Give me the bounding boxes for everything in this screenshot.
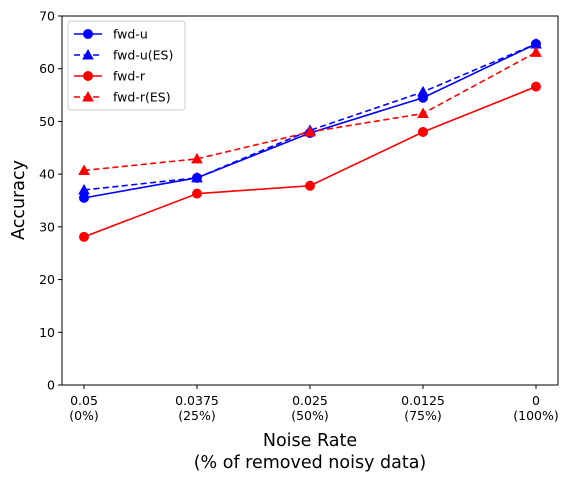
x-tick-label: (0%) xyxy=(69,408,99,423)
data-point xyxy=(418,126,428,137)
x-tick-label: 0.0125 xyxy=(401,393,445,408)
y-tick-label: 20 xyxy=(39,272,55,287)
legend-item: fwd-r(ES) xyxy=(74,90,171,105)
legend-label: fwd-u xyxy=(113,27,148,42)
series-layer xyxy=(78,37,542,242)
legend-item: fwd-r xyxy=(74,69,146,84)
legend-item: fwd-u(ES) xyxy=(74,48,173,63)
series-fwd-r(ES) xyxy=(78,46,542,175)
y-tick-label: 40 xyxy=(39,167,55,182)
x-axis-ticks: 0.05(0%) 0.0375(25%) 0.025(50%) 0.0125(75%)… xyxy=(69,385,559,423)
x-tick-label: (25%) xyxy=(178,408,216,423)
data-point xyxy=(530,46,542,57)
x-tick-label: 0 xyxy=(532,393,540,408)
y-tick-label: 70 xyxy=(39,9,55,24)
y-tick-label: 10 xyxy=(39,325,55,340)
legend: fwd-u fwd-u(ES) fwd-r fwd-r(ES) xyxy=(67,20,186,111)
x-tick-label: (75%) xyxy=(404,408,442,423)
legend-box xyxy=(67,20,186,111)
legend-marker xyxy=(83,71,93,81)
series-fwd-r xyxy=(79,81,541,242)
data-point xyxy=(79,231,89,242)
y-tick-label: 0 xyxy=(47,378,55,393)
x-axis-label-line2: (% of removed noisy data) xyxy=(194,453,427,473)
y-tick-label: 60 xyxy=(39,61,55,76)
data-point xyxy=(191,152,203,164)
x-tick-label: (50%) xyxy=(291,408,329,423)
legend-label: fwd-r(ES) xyxy=(113,90,171,105)
x-axis-label-line1: Noise Rate xyxy=(263,431,357,451)
data-point xyxy=(78,183,90,195)
data-point xyxy=(531,81,541,92)
legend-item: fwd-u xyxy=(74,27,148,42)
data-point xyxy=(78,164,90,175)
y-axis-label: Accuracy xyxy=(9,160,29,240)
x-tick-label: (100%) xyxy=(513,408,559,423)
x-tick-label: 0.0375 xyxy=(175,393,219,408)
y-axis-ticks: 0 10 20 30 40 50 60 70 xyxy=(39,9,62,393)
x-tick-label: 0.025 xyxy=(292,393,328,408)
x-tick-label: 0.05 xyxy=(70,393,98,408)
legend-marker xyxy=(82,48,94,60)
y-tick-label: 30 xyxy=(39,219,55,234)
legend-marker xyxy=(83,29,93,39)
data-point xyxy=(192,188,202,199)
data-point xyxy=(191,171,203,183)
legend-marker xyxy=(82,90,94,102)
y-tick-label: 50 xyxy=(39,114,55,129)
legend-label: fwd-r xyxy=(113,69,146,84)
data-point xyxy=(417,107,429,119)
data-point xyxy=(304,125,316,137)
data-point xyxy=(417,85,429,97)
data-point xyxy=(305,180,315,191)
legend-items: fwd-u fwd-u(ES) fwd-r fwd-r(ES) xyxy=(74,27,173,105)
data-point xyxy=(79,192,89,203)
legend-label: fwd-u(ES) xyxy=(113,48,173,63)
